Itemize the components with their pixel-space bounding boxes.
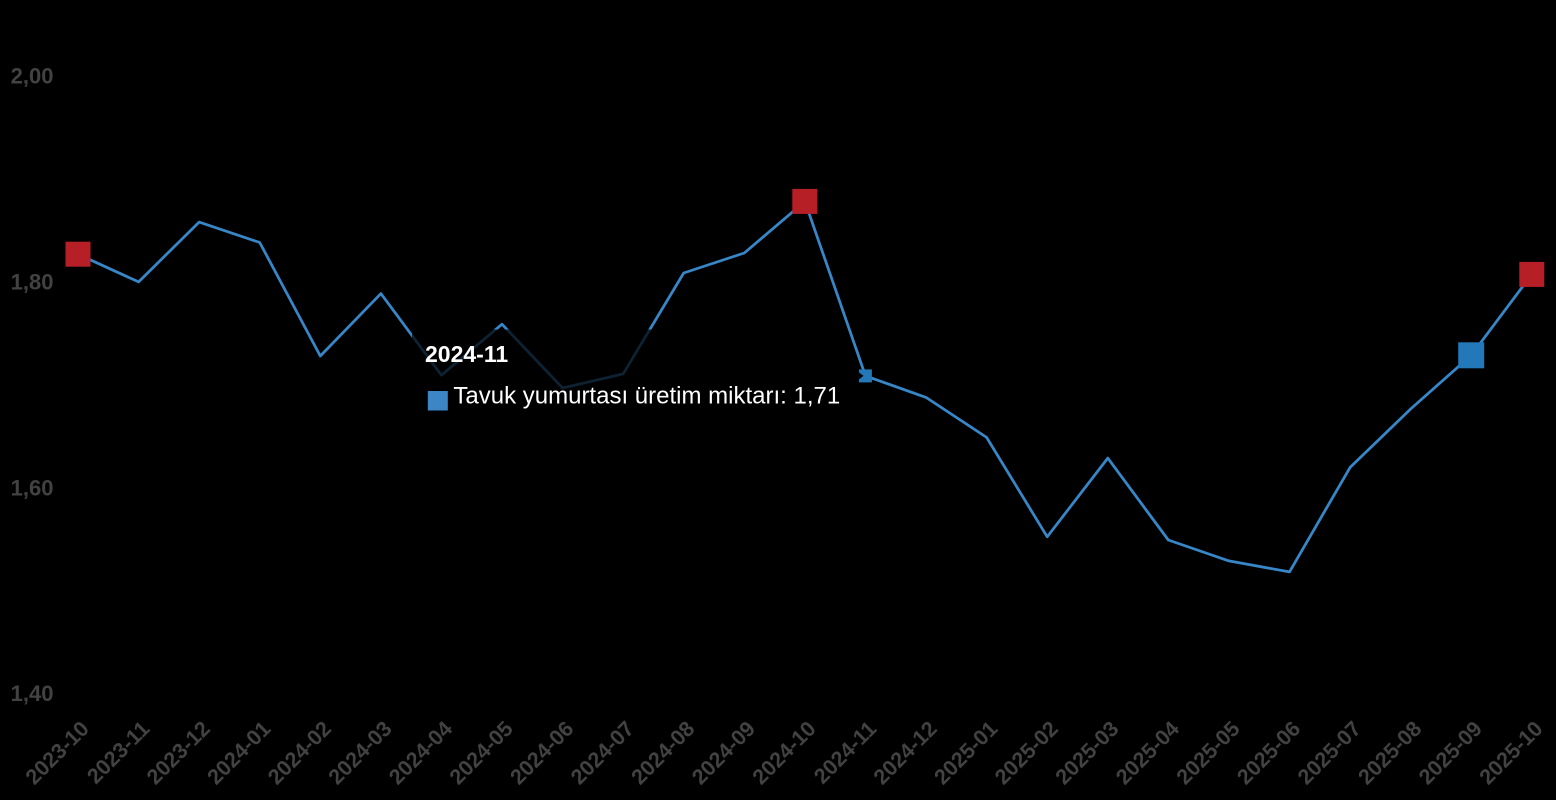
svg-text:Tavuk yumurtası üretim miktarı: Tavuk yumurtası üretim miktarı: 1,71 (453, 382, 840, 409)
svg-text:1,40: 1,40 (11, 681, 54, 706)
svg-text:1,80: 1,80 (11, 269, 54, 294)
svg-text:1,60: 1,60 (11, 475, 54, 500)
svg-text:2,00: 2,00 (11, 64, 54, 89)
svg-text:2024-11: 2024-11 (425, 341, 508, 367)
